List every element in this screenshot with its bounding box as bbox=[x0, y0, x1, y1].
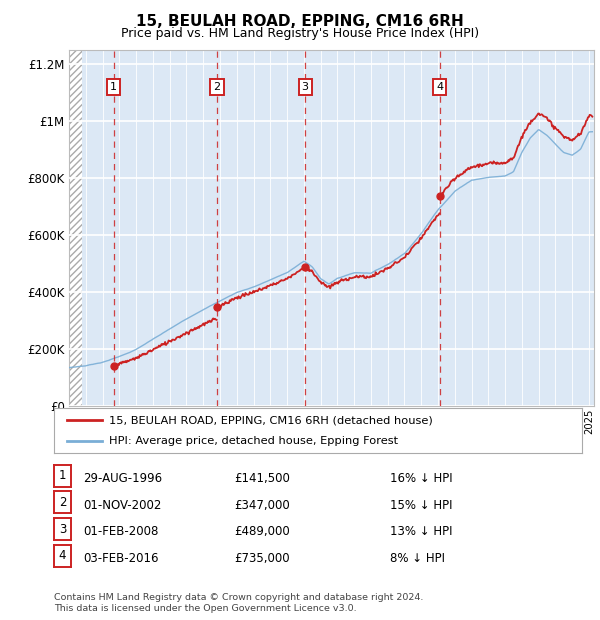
Text: 29-AUG-1996: 29-AUG-1996 bbox=[83, 472, 162, 485]
Text: 2: 2 bbox=[59, 496, 66, 509]
Text: 2: 2 bbox=[214, 82, 221, 92]
Text: 1: 1 bbox=[59, 469, 66, 482]
Text: 4: 4 bbox=[59, 549, 66, 562]
Text: 01-FEB-2008: 01-FEB-2008 bbox=[83, 525, 158, 538]
Text: 03-FEB-2016: 03-FEB-2016 bbox=[83, 552, 158, 565]
Text: 3: 3 bbox=[59, 523, 66, 536]
Text: 15% ↓ HPI: 15% ↓ HPI bbox=[390, 498, 452, 511]
Text: 16% ↓ HPI: 16% ↓ HPI bbox=[390, 472, 452, 485]
Text: £489,000: £489,000 bbox=[234, 525, 290, 538]
Text: £141,500: £141,500 bbox=[234, 472, 290, 485]
Text: £735,000: £735,000 bbox=[234, 552, 290, 565]
Text: HPI: Average price, detached house, Epping Forest: HPI: Average price, detached house, Eppi… bbox=[109, 436, 398, 446]
Text: Contains HM Land Registry data © Crown copyright and database right 2024.
This d: Contains HM Land Registry data © Crown c… bbox=[54, 593, 424, 613]
Text: £347,000: £347,000 bbox=[234, 498, 290, 511]
Text: 4: 4 bbox=[436, 82, 443, 92]
Text: 15, BEULAH ROAD, EPPING, CM16 6RH: 15, BEULAH ROAD, EPPING, CM16 6RH bbox=[136, 14, 464, 29]
Text: 13% ↓ HPI: 13% ↓ HPI bbox=[390, 525, 452, 538]
Text: 15, BEULAH ROAD, EPPING, CM16 6RH (detached house): 15, BEULAH ROAD, EPPING, CM16 6RH (detac… bbox=[109, 415, 433, 425]
Text: 01-NOV-2002: 01-NOV-2002 bbox=[83, 498, 161, 511]
Bar bbox=[69, 50, 82, 406]
Text: 8% ↓ HPI: 8% ↓ HPI bbox=[390, 552, 445, 565]
Text: Price paid vs. HM Land Registry's House Price Index (HPI): Price paid vs. HM Land Registry's House … bbox=[121, 27, 479, 40]
Text: 1: 1 bbox=[110, 82, 117, 92]
Text: 3: 3 bbox=[302, 82, 308, 92]
